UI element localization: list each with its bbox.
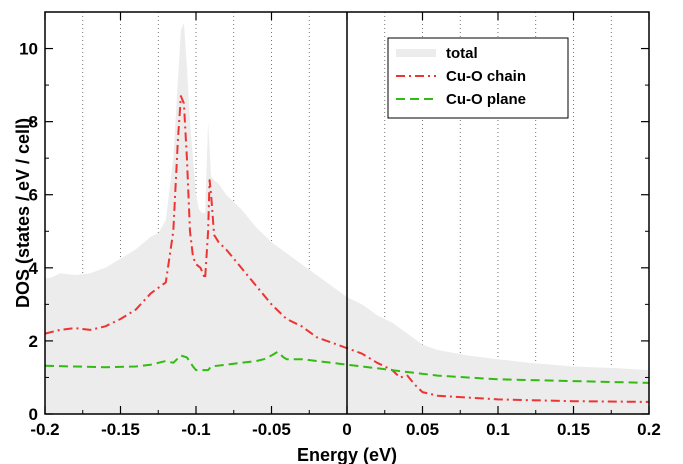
x-tick-label: -0.15 — [101, 420, 140, 439]
x-tick-label: 0.05 — [406, 420, 439, 439]
series-area-total — [45, 23, 649, 414]
x-tick-label: -0.2 — [30, 420, 59, 439]
y-tick-label: 4 — [29, 259, 39, 278]
x-tick-label: -0.05 — [252, 420, 291, 439]
y-tick-label: 6 — [29, 186, 38, 205]
legend-label-cu-o-plane: Cu-O plane — [446, 91, 526, 108]
x-axis-title: Energy (eV) — [297, 445, 397, 464]
y-tick-label: 2 — [29, 332, 38, 351]
x-tick-label: -0.1 — [181, 420, 210, 439]
axis-ticks: -0.2 -0.15 -0.1 -0.05 0 0.05 0.1 0.15 0.2 0 2 4 6 8 10 — [19, 12, 661, 439]
total-area-layer — [45, 23, 649, 414]
x-tick-label: 0.2 — [637, 420, 661, 439]
legend-label-cu-o-chain: Cu-O chain — [446, 68, 526, 85]
legend-label-total: total — [446, 45, 478, 62]
x-tick-label: 0.15 — [557, 420, 590, 439]
x-tick-label: 0 — [342, 420, 351, 439]
legend: total Cu-O chain Cu-O plane — [387, 37, 569, 119]
x-tick-label: 0.1 — [486, 420, 510, 439]
y-tick-label: 8 — [29, 113, 38, 132]
y-tick-label: 10 — [19, 40, 38, 59]
series-lines-layer — [44, 95, 650, 403]
series-line-cu-o-plane — [44, 350, 650, 384]
series-line-cu-o-chain — [44, 95, 650, 403]
y-tick-label: 0 — [29, 405, 38, 424]
y-axis-title: DOS (states / eV / cell) — [13, 118, 33, 308]
